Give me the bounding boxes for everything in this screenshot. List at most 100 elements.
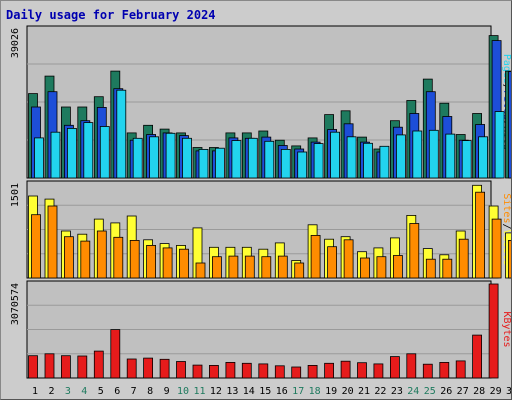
- bar-kbytes-day-1: [28, 355, 38, 379]
- day-label: 3: [65, 386, 71, 397]
- day-label: 10: [177, 386, 189, 397]
- bar-kbytes-day-14: [241, 362, 252, 379]
- bar-sites-day-2: [47, 205, 58, 279]
- bar-kbytes-day-28: [472, 334, 483, 379]
- day-label: 13: [226, 386, 238, 397]
- day-label: 28: [473, 386, 485, 397]
- bar-sites-day-30: [508, 239, 511, 279]
- bar-pages-day-18: [313, 143, 324, 179]
- y-axis-label-kbytes: KBytes: [501, 311, 511, 347]
- bar-pages-day-28: [478, 136, 489, 179]
- bar-sites-day-16: [277, 255, 288, 279]
- bar-sites-day-27: [458, 238, 469, 279]
- day-label: 20: [342, 386, 354, 397]
- bar-pages-day-11: [198, 148, 209, 179]
- bar-kbytes-day-26: [439, 361, 450, 379]
- bar-kbytes-day-4: [77, 355, 88, 379]
- day-label: 11: [193, 386, 205, 397]
- day-label: 1: [32, 386, 38, 397]
- day-label: 17: [292, 386, 304, 397]
- bar-kbytes-day-6: [110, 329, 121, 379]
- y-axis-label-part: Sites: [501, 193, 511, 223]
- bar-kbytes-day-15: [258, 363, 269, 379]
- bar-kbytes-day-17: [291, 366, 302, 379]
- bar-sites-day-1: [31, 214, 41, 279]
- day-label: 15: [259, 386, 271, 397]
- bar-kbytes-day-27: [455, 360, 466, 379]
- bar-kbytes-day-5: [93, 350, 104, 379]
- day-label: 26: [440, 386, 452, 397]
- bar-sites-day-9: [162, 247, 173, 279]
- bar-kbytes-day-7: [126, 358, 137, 379]
- day-label: 16: [276, 386, 288, 397]
- bar-kbytes-day-21: [357, 362, 367, 379]
- bar-kbytes-day-25: [422, 363, 433, 379]
- day-label: 18: [309, 386, 321, 397]
- bar-pages-day-8: [149, 136, 160, 179]
- bar-sites-day-28: [475, 191, 486, 279]
- bar-kbytes-day-20: [340, 360, 351, 379]
- bar-pages-day-20: [346, 136, 357, 179]
- y-axis-label-part: KBytes: [501, 311, 511, 347]
- bar-pages-day-24: [412, 130, 423, 179]
- bar-kbytes-day-10: [176, 361, 186, 379]
- bar-kbytes-day-29: [488, 283, 499, 379]
- bar-pages-day-1: [34, 137, 44, 179]
- bar-kbytes-day-2: [44, 353, 55, 379]
- day-label: 27: [457, 386, 469, 397]
- bar-pages-day-19: [330, 131, 341, 179]
- day-label: 2: [48, 386, 54, 397]
- bar-sites-day-10: [179, 248, 189, 279]
- bar-sites-day-24: [409, 223, 420, 279]
- bar-kbytes-day-23: [389, 356, 400, 379]
- bar-kbytes-day-12: [208, 364, 219, 379]
- bar-pages-day-10: [182, 137, 192, 179]
- bar-sites-day-17: [294, 262, 305, 279]
- day-label: 21: [358, 386, 370, 397]
- bar-pages-day-4: [83, 122, 94, 179]
- bar-pages-day-22: [379, 145, 390, 179]
- bar-sites-day-21: [360, 257, 370, 279]
- bar-kbytes-day-8: [143, 357, 154, 379]
- day-label: 4: [81, 386, 87, 397]
- bar-sites-day-14: [244, 255, 255, 279]
- bar-pages-day-13: [231, 140, 242, 179]
- y-axis-label-part: Pages: [501, 54, 511, 84]
- bar-sites-day-3: [64, 236, 74, 279]
- day-label: 8: [147, 386, 153, 397]
- bar-files-day-30: [508, 71, 511, 179]
- bar-pages-day-15: [264, 140, 275, 179]
- bar-sites-day-20: [343, 239, 354, 279]
- bar-kbytes-day-22: [373, 363, 384, 379]
- day-label: 6: [114, 386, 120, 397]
- y-max-label: 1501: [10, 183, 21, 207]
- bar-kbytes-day-9: [159, 358, 170, 379]
- bar-kbytes-day-16: [274, 365, 285, 379]
- day-label: 7: [131, 386, 137, 397]
- bar-kbytes-day-13: [225, 361, 236, 379]
- y-max-label: 39026: [10, 28, 21, 58]
- bar-pages-day-6: [116, 89, 127, 179]
- day-label: 12: [210, 386, 222, 397]
- bar-sites-day-7: [129, 239, 140, 279]
- bar-sites-day-22: [376, 256, 387, 279]
- bar-pages-day-16: [280, 148, 291, 179]
- bar-sites-day-25: [425, 258, 436, 279]
- bar-kbytes-day-24: [406, 353, 417, 379]
- bar-sites-day-11: [195, 262, 206, 279]
- bar-sites-day-23: [392, 255, 403, 279]
- bar-sites-day-18: [310, 234, 321, 279]
- day-label: 9: [164, 386, 170, 397]
- bar-pages-day-3: [67, 128, 77, 179]
- bar-pages-day-27: [461, 140, 472, 179]
- bar-pages-day-7: [132, 137, 143, 179]
- day-label: 14: [243, 386, 255, 397]
- day-label: 29: [490, 386, 502, 397]
- bar-sites-day-8: [146, 244, 157, 279]
- chart-title: Daily usage for February 2024: [6, 8, 216, 22]
- bar-pages-day-29: [494, 111, 505, 179]
- bar-pages-day-21: [363, 142, 373, 179]
- bar-pages-day-26: [445, 133, 456, 179]
